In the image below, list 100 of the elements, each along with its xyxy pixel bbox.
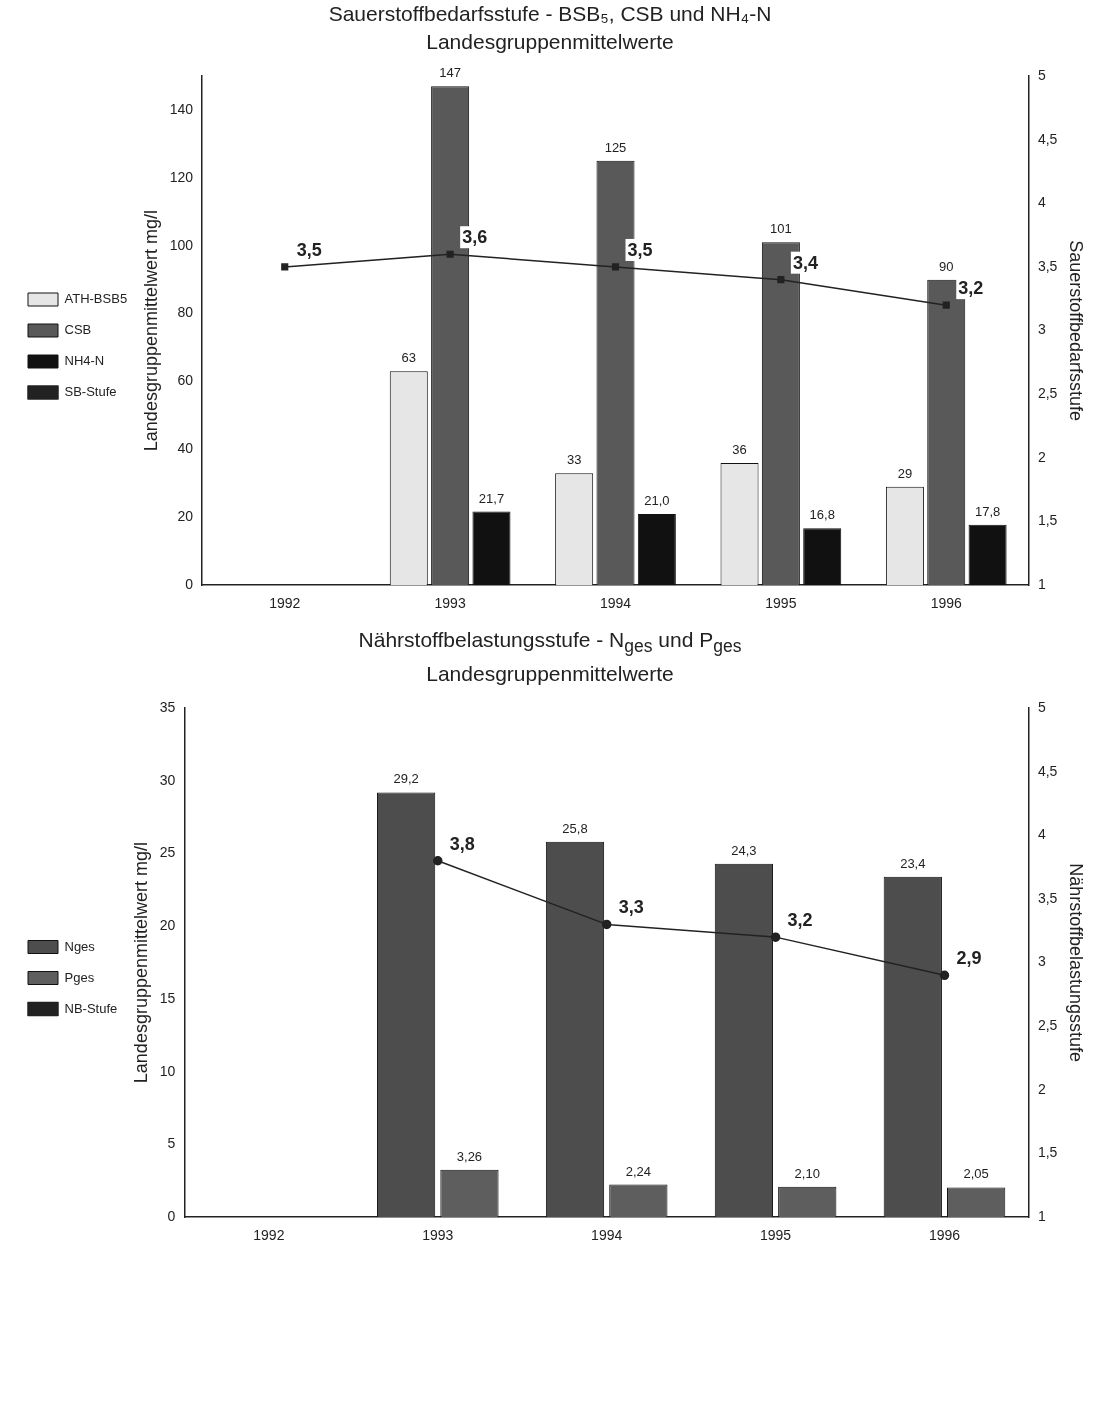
y-tick-label: 140 bbox=[169, 100, 194, 117]
y2-axis-title: Nährstoffbelastungsstufe bbox=[1066, 863, 1087, 1063]
data-label: 23,4 bbox=[900, 856, 926, 872]
legend-label: NB-Stufe bbox=[64, 1000, 118, 1016]
y2-tick-label: 4 bbox=[1037, 194, 1046, 211]
y-tick-label: 15 bbox=[159, 990, 176, 1007]
legend-label: NH4-N bbox=[64, 353, 105, 369]
data-label: 2,24 bbox=[625, 1163, 651, 1179]
y-tick-label: 80 bbox=[177, 304, 194, 321]
data-label: 3,5 bbox=[296, 239, 322, 260]
point bbox=[433, 856, 443, 866]
data-label: 3,5 bbox=[627, 239, 653, 260]
y-tick-label: 25 bbox=[159, 844, 176, 861]
chart-subtitle: Landesgruppenmittelwerte bbox=[425, 661, 675, 688]
data-label: 16,8 bbox=[809, 507, 835, 523]
point bbox=[770, 932, 781, 943]
bar bbox=[968, 524, 1007, 586]
data-label: 33 bbox=[566, 452, 582, 468]
y-tick-label: 35 bbox=[159, 699, 176, 716]
y2-tick-label: 2,5 bbox=[1037, 385, 1058, 402]
y-tick-label: 100 bbox=[169, 236, 194, 253]
point bbox=[446, 250, 454, 258]
data-label: 2,9 bbox=[956, 948, 982, 969]
y-tick-label: 120 bbox=[169, 168, 194, 185]
x-tick-label: 1992 bbox=[253, 1227, 285, 1244]
y2-tick-label: 2 bbox=[1037, 448, 1046, 465]
data-label: 147 bbox=[439, 65, 461, 81]
x-tick-label: 1994 bbox=[599, 595, 632, 612]
y2-tick-label: 1,5 bbox=[1037, 512, 1058, 529]
y2-tick-label: 1 bbox=[1037, 1208, 1046, 1225]
x-tick-label: 1995 bbox=[760, 1227, 792, 1244]
y-tick-label: 0 bbox=[167, 1208, 176, 1225]
y-tick-label: 10 bbox=[159, 1062, 176, 1079]
y-tick-label: 30 bbox=[159, 771, 176, 788]
data-label: 3,3 bbox=[618, 897, 644, 918]
data-label: 90 bbox=[939, 258, 954, 274]
y2-tick-label: 3 bbox=[1037, 953, 1046, 970]
y-tick-label: 5 bbox=[167, 1135, 176, 1152]
x-tick-label: 1996 bbox=[928, 1227, 961, 1244]
y2-tick-label: 3,5 bbox=[1037, 257, 1058, 274]
legend-label: Pges bbox=[64, 969, 95, 985]
bar bbox=[472, 511, 511, 586]
legend-label: Nges bbox=[64, 938, 96, 954]
x-tick-label: 1996 bbox=[930, 595, 963, 612]
y2-tick-label: 4,5 bbox=[1037, 762, 1058, 779]
data-label: 24,3 bbox=[731, 842, 757, 858]
data-label: 63 bbox=[401, 350, 417, 366]
y2-tick-label: 4,5 bbox=[1037, 130, 1058, 147]
data-label: 36 bbox=[732, 442, 747, 458]
legend-label: ATH-BSB5 bbox=[64, 291, 128, 307]
y-tick-label: 40 bbox=[177, 440, 194, 457]
chart-title: Sauerstoffbedarfsstufe - BSB₅, CSB und NH₄-N bbox=[327, 1, 773, 27]
point bbox=[939, 970, 950, 981]
data-label: 3,8 bbox=[449, 833, 475, 854]
data-label: 125 bbox=[604, 139, 627, 155]
y2-tick-label: 4 bbox=[1037, 826, 1046, 843]
chart-subtitle: Landesgruppenmittelwerte bbox=[425, 29, 675, 55]
y-tick-label: 20 bbox=[159, 917, 176, 934]
y-tick-label: 0 bbox=[185, 576, 194, 593]
y2-tick-label: 3,5 bbox=[1037, 890, 1058, 906]
data-label: 21,0 bbox=[644, 492, 670, 508]
data-label: 3,2 bbox=[787, 910, 813, 931]
data-label: 25,8 bbox=[562, 821, 588, 837]
chart-title: Nährstoffbelastungsstufe - N$_{ges}$ und P$_{ges}$ bbox=[357, 627, 743, 659]
point bbox=[611, 263, 620, 271]
y2-tick-label: 1 bbox=[1037, 576, 1046, 593]
y-axis-title: Landesgruppenmittelwert mg/l bbox=[131, 842, 152, 1084]
y-tick-label: 20 bbox=[177, 508, 194, 525]
x-tick-label: 1994 bbox=[591, 1227, 623, 1244]
point bbox=[777, 276, 785, 284]
x-tick-label: 1992 bbox=[269, 595, 301, 612]
legend-label: SB-Stufe bbox=[64, 384, 117, 400]
bar bbox=[803, 528, 842, 586]
data-label: 3,6 bbox=[462, 227, 488, 248]
x-tick-label: 1993 bbox=[434, 595, 466, 612]
data-label: 2,10 bbox=[794, 1165, 820, 1181]
y2-tick-label: 1,5 bbox=[1037, 1144, 1058, 1161]
data-label: 3,2 bbox=[958, 278, 984, 299]
point bbox=[281, 263, 289, 271]
y2-tick-label: 2,5 bbox=[1037, 1017, 1058, 1034]
y2-tick-label: 2 bbox=[1037, 1080, 1046, 1097]
data-label: 29,2 bbox=[393, 771, 419, 787]
data-label: 3,26 bbox=[456, 1149, 483, 1165]
y2-tick-label: 5 bbox=[1037, 699, 1046, 716]
y-axis-title: Landesgruppenmittelwert mg/l bbox=[140, 210, 161, 452]
data-label: 29 bbox=[897, 465, 913, 481]
x-tick-label: 1995 bbox=[765, 595, 797, 612]
point bbox=[601, 919, 612, 930]
y2-axis-title: Sauerstoffbedarfsstufe bbox=[1066, 240, 1087, 421]
data-label: 21,7 bbox=[478, 490, 505, 506]
y-tick-label: 60 bbox=[177, 372, 194, 389]
legend-label: CSB bbox=[64, 322, 92, 338]
data-label: 2,05 bbox=[963, 1166, 989, 1182]
y2-tick-label: 3 bbox=[1037, 321, 1046, 338]
data-label: 17,8 bbox=[974, 503, 1001, 519]
bar bbox=[637, 513, 676, 586]
y2-tick-label: 5 bbox=[1037, 66, 1046, 83]
point bbox=[942, 301, 950, 309]
data-label: 3,4 bbox=[792, 252, 818, 273]
data-label: 101 bbox=[770, 221, 792, 237]
